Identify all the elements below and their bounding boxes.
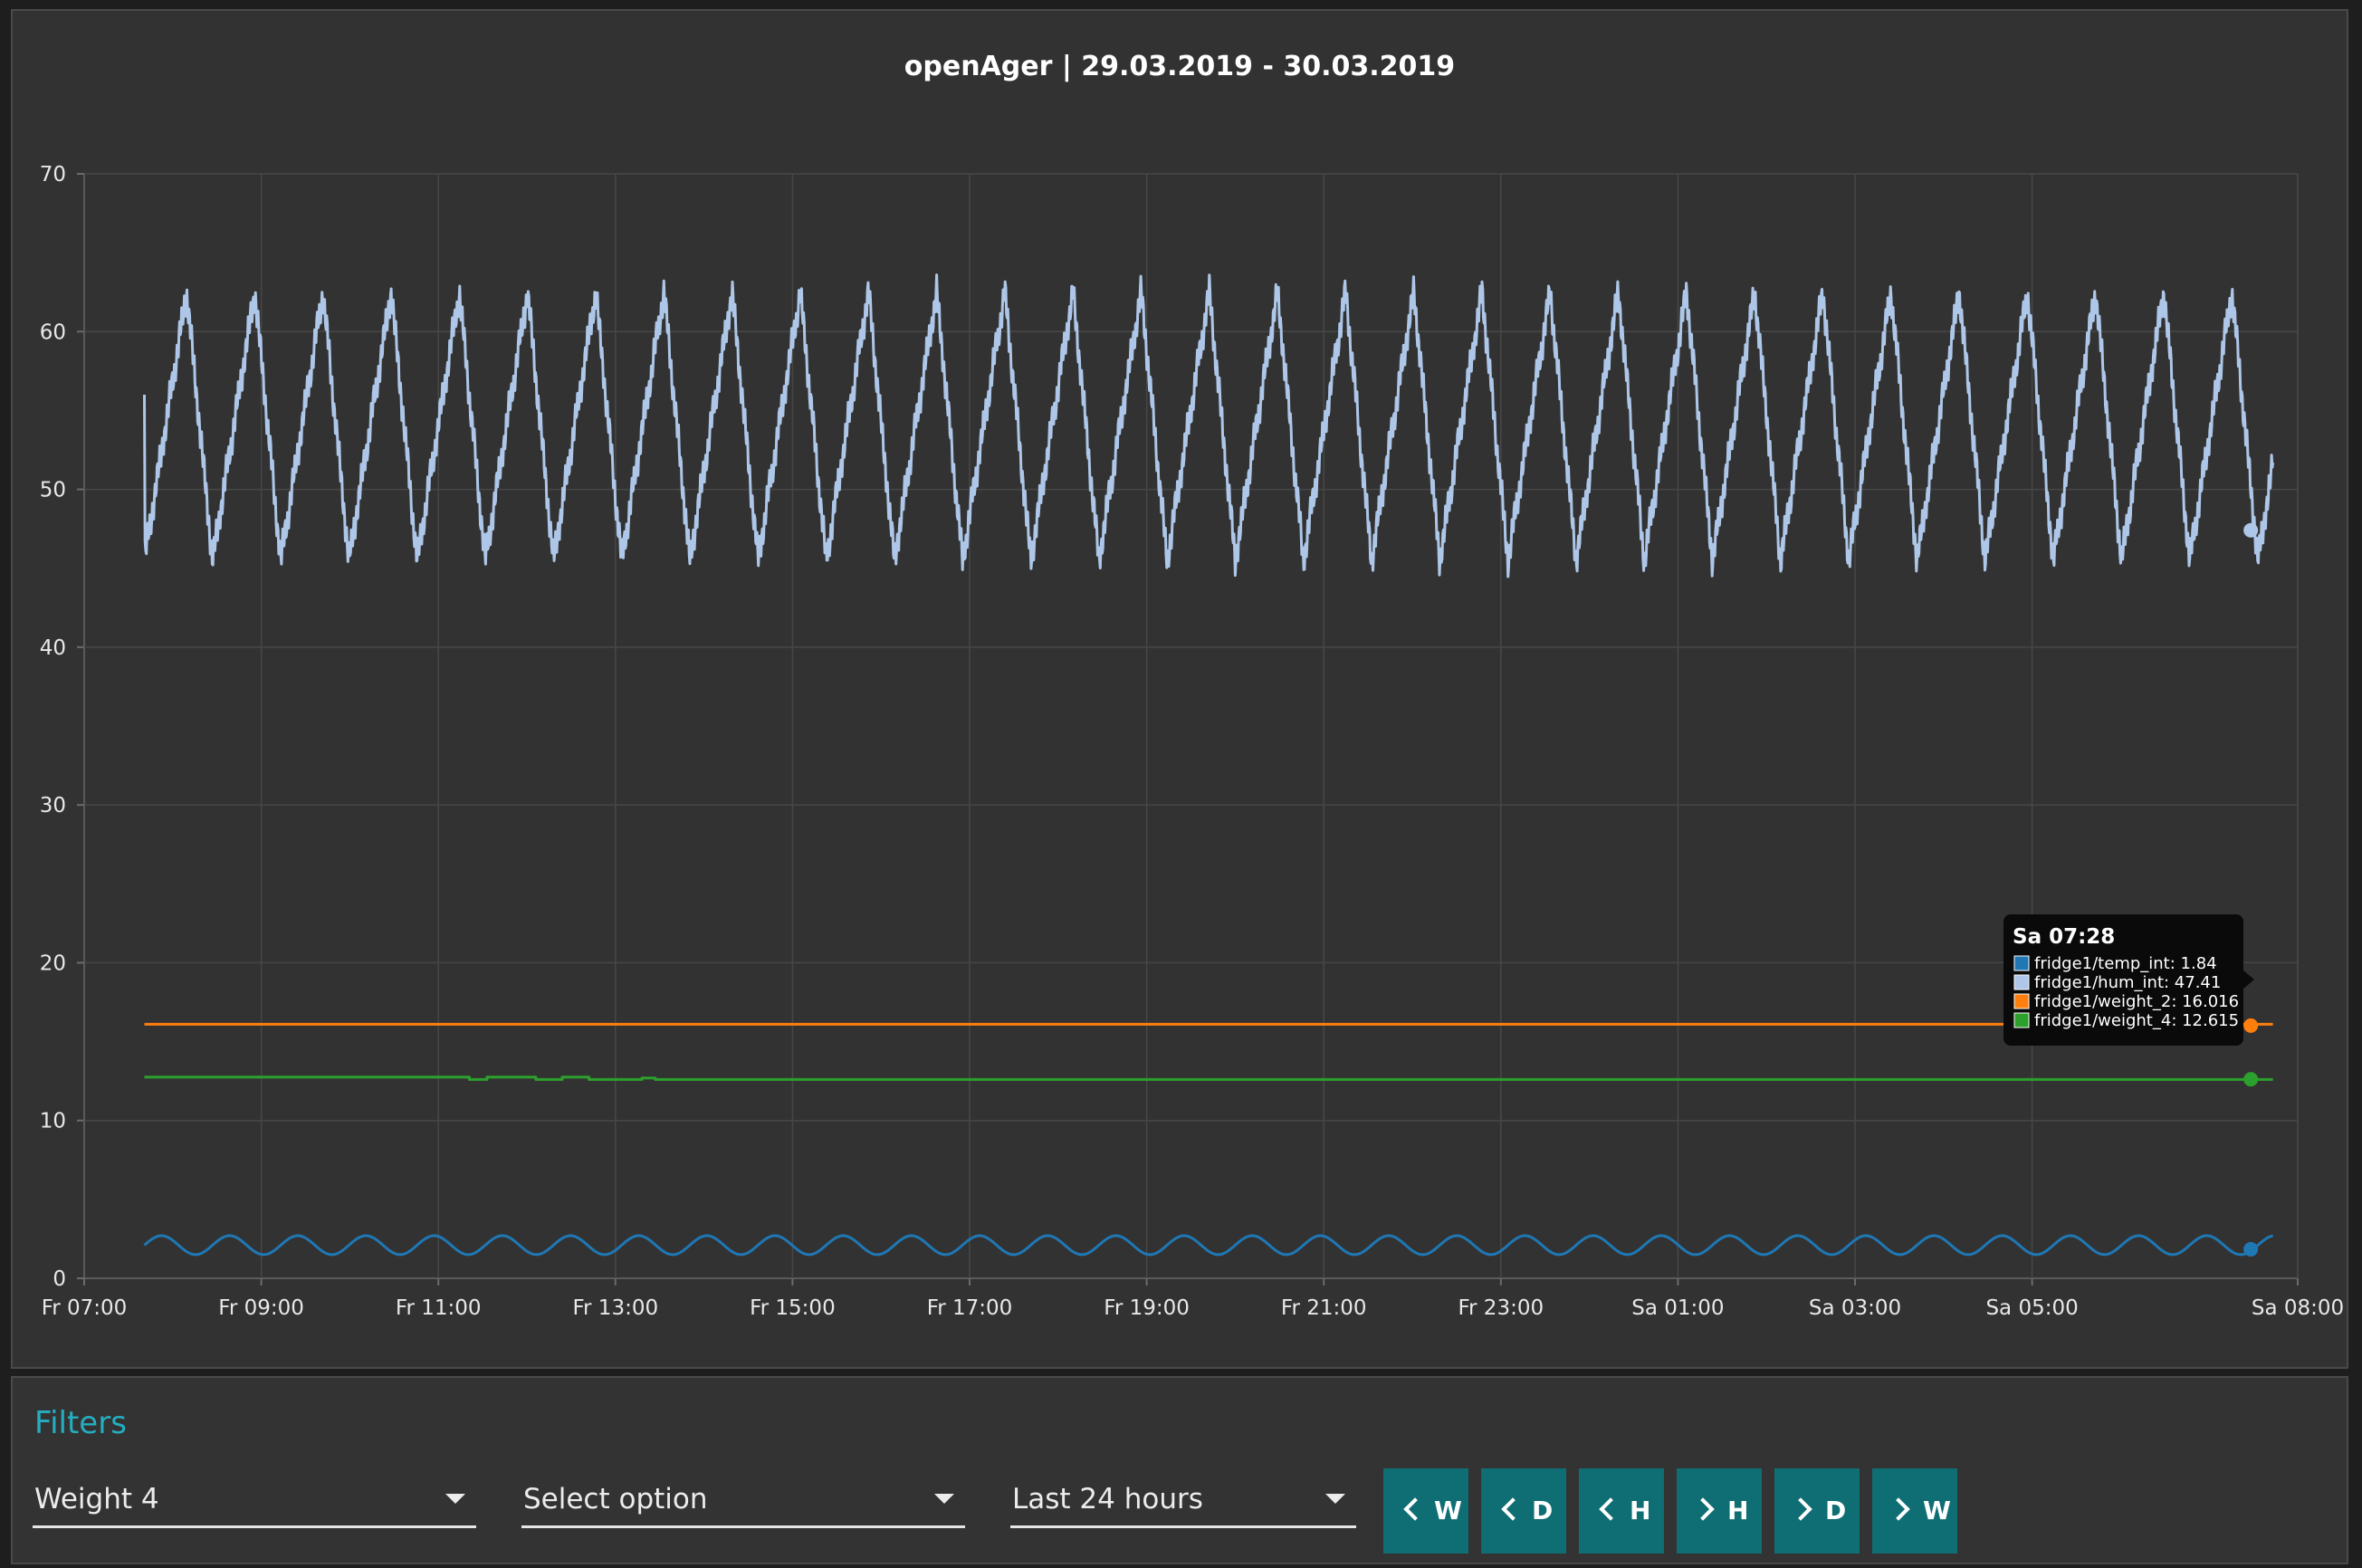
series-line: [143, 273, 2275, 578]
y-tick-label: 0: [53, 1267, 66, 1291]
filters-title: Filters: [34, 1405, 127, 1441]
chart-panel: openAger | 29.03.2019 - 30.03.2019 0 10 20…: [11, 9, 2348, 1369]
tooltip-title: Sa 07:28: [2013, 925, 2115, 949]
tooltip-box: [2003, 914, 2243, 1046]
x-tick-label: Fr 13:00: [572, 1296, 658, 1320]
chevron-down-icon: [934, 1494, 954, 1504]
tooltip-swatch: [2013, 974, 2030, 990]
hover-marker: [2243, 522, 2259, 538]
sensor-select-value: Weight 4: [34, 1483, 159, 1515]
back-day-label: D: [1532, 1496, 1554, 1525]
filters-panel: Filters Weight 4 Select option Last 24 h…: [11, 1376, 2348, 1564]
forward-day-button[interactable]: D: [1774, 1468, 1860, 1554]
x-tick-label: Fr 11:00: [396, 1296, 482, 1320]
x-tick-label: Fr 23:00: [1458, 1296, 1544, 1320]
time-range-select-value: Last 24 hours: [1012, 1483, 1203, 1515]
tooltip-swatch: [2013, 993, 2030, 1009]
y-tick-label: 20: [40, 951, 66, 975]
chart-title: openAger | 29.03.2019 - 30.03.2019: [904, 51, 1456, 82]
y-tick-label: 30: [40, 794, 66, 817]
tooltip-entry: fridge1/weight_2: 16.016: [2034, 992, 2239, 1011]
tooltip-entry: fridge1/hum_int: 47.41: [2034, 973, 2221, 992]
chevron-left-icon: [1403, 1497, 1427, 1521]
back-week-button[interactable]: W: [1383, 1468, 1468, 1554]
chevron-down-icon: [1325, 1494, 1345, 1504]
chevron-down-icon: [445, 1494, 465, 1504]
hover-marker: [2243, 1072, 2259, 1087]
x-tick-label: Fr 17:00: [927, 1296, 1013, 1320]
chevron-left-icon: [1599, 1497, 1622, 1521]
chevron-right-icon: [1789, 1497, 1812, 1521]
forward-hour-label: H: [1727, 1496, 1749, 1525]
option-select[interactable]: Select option: [521, 1476, 965, 1528]
back-hour-button[interactable]: H: [1579, 1468, 1664, 1554]
forward-day-label: D: [1825, 1496, 1847, 1525]
series-line: [144, 1076, 2273, 1081]
x-tick-label: Fr 15:00: [750, 1296, 836, 1320]
back-hour-label: H: [1630, 1496, 1651, 1525]
tooltip-swatch: [2013, 1012, 2030, 1028]
tooltip-entry: fridge1/temp_int: 1.84: [2034, 954, 2217, 973]
sensor-select[interactable]: Weight 4: [33, 1476, 476, 1528]
line-chart[interactable]: 0 10 20 30 40 50 60 70 Fr 07:00 Fr 09:00 Fr 11:00 F…: [13, 11, 2350, 1371]
chevron-right-icon: [1691, 1497, 1715, 1521]
x-tick-label: Sa 08:00: [2252, 1296, 2344, 1320]
x-tick-label: Fr 19:00: [1104, 1296, 1190, 1320]
tooltip-arrow: [2243, 970, 2254, 989]
y-tick-label: 70: [40, 163, 66, 186]
chevron-right-icon: [1887, 1497, 1910, 1521]
back-week-label: W: [1434, 1496, 1462, 1525]
option-select-value: Select option: [523, 1483, 708, 1515]
forward-week-label: W: [1923, 1496, 1951, 1525]
y-tick-label: 60: [40, 320, 66, 344]
x-tick-label: Sa 05:00: [1985, 1296, 2078, 1320]
y-tick-label: 50: [40, 479, 66, 502]
y-tick-label: 10: [40, 1110, 66, 1133]
hover-marker: [2243, 1241, 2259, 1257]
x-tick-label: Fr 21:00: [1281, 1296, 1367, 1320]
x-tick-label: Fr 09:00: [218, 1296, 304, 1320]
chevron-left-icon: [1501, 1497, 1525, 1521]
series-line: [143, 1234, 2274, 1257]
y-tick-label: 40: [40, 636, 66, 660]
back-day-button[interactable]: D: [1481, 1468, 1566, 1554]
x-tick-label: Sa 03:00: [1809, 1296, 1901, 1320]
x-tick-label: Sa 01:00: [1631, 1296, 1724, 1320]
tooltip-swatch: [2013, 955, 2030, 971]
tooltip-entry: fridge1/weight_4: 12.615: [2034, 1011, 2239, 1030]
time-range-select[interactable]: Last 24 hours: [1010, 1476, 1356, 1528]
forward-week-button[interactable]: W: [1872, 1468, 1957, 1554]
hover-marker: [2243, 1018, 2259, 1033]
forward-hour-button[interactable]: H: [1677, 1468, 1762, 1554]
x-tick-label: Fr 07:00: [42, 1296, 128, 1320]
